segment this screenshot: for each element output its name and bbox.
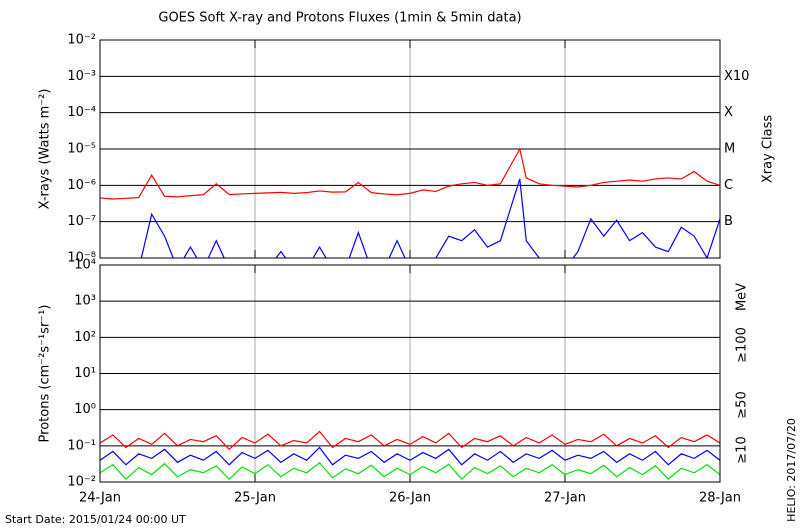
x-tick-label: 24-Jan xyxy=(79,491,121,506)
x-tick-label: 26-Jan xyxy=(389,491,431,506)
legend-label: ≥10 xyxy=(735,436,750,463)
class-label: X10 xyxy=(724,69,749,84)
class-title: Xray Class xyxy=(761,115,776,183)
y-tick-label: 10⁻² xyxy=(67,475,96,490)
credit: HELIO: 2017/07/20 xyxy=(785,418,798,522)
y-tick-label: 10³ xyxy=(74,294,96,309)
y-tick-label: 10⁻¹ xyxy=(67,438,96,453)
class-label: C xyxy=(724,178,733,193)
y-tick-label: 10¹ xyxy=(74,366,96,381)
chart-title: GOES Soft X-ray and Protons Fluxes (1min… xyxy=(158,11,521,26)
y-tick-label: 10⁻⁶ xyxy=(67,178,96,193)
legend-label: ≥100 xyxy=(735,327,750,363)
y-tick-label: 10⁻⁵ xyxy=(67,142,96,157)
series-line xyxy=(140,178,720,258)
start-date: Start Date: 2015/01/24 00:00 UT xyxy=(5,513,186,526)
plot-frame xyxy=(99,39,721,259)
class-label: M xyxy=(724,142,735,157)
series-line xyxy=(100,461,720,480)
y-tick-label: 10⁴ xyxy=(74,258,96,273)
class-label: X xyxy=(724,105,733,120)
y-tick-label: 10⁻³ xyxy=(67,69,96,84)
x-tick-label: 27-Jan xyxy=(544,491,586,506)
class-label: B xyxy=(724,214,733,229)
y-tick-label: 10⁻⁴ xyxy=(67,105,96,120)
x-tick-label: 25-Jan xyxy=(234,491,276,506)
x-tick-label: 28-Jan xyxy=(699,491,741,506)
legend-label: ≥50 xyxy=(735,391,750,418)
y-tick-label: 10⁻⁸ xyxy=(67,251,96,266)
y-axis-label: Protons (cm⁻²s⁻¹sr⁻¹) xyxy=(38,305,53,443)
y-tick-label: 10⁰ xyxy=(74,402,96,417)
y-axis-label: X-rays (Watts m⁻²) xyxy=(38,89,53,210)
series-line xyxy=(100,147,720,200)
plot-frame xyxy=(99,264,721,483)
y-tick-label: 10⁻⁷ xyxy=(67,214,96,229)
y-tick-label: 10⁻² xyxy=(67,33,96,48)
series-line xyxy=(100,446,720,466)
series-line xyxy=(100,430,720,451)
unit-label: MeV xyxy=(735,283,750,311)
y-tick-label: 10² xyxy=(74,330,96,345)
